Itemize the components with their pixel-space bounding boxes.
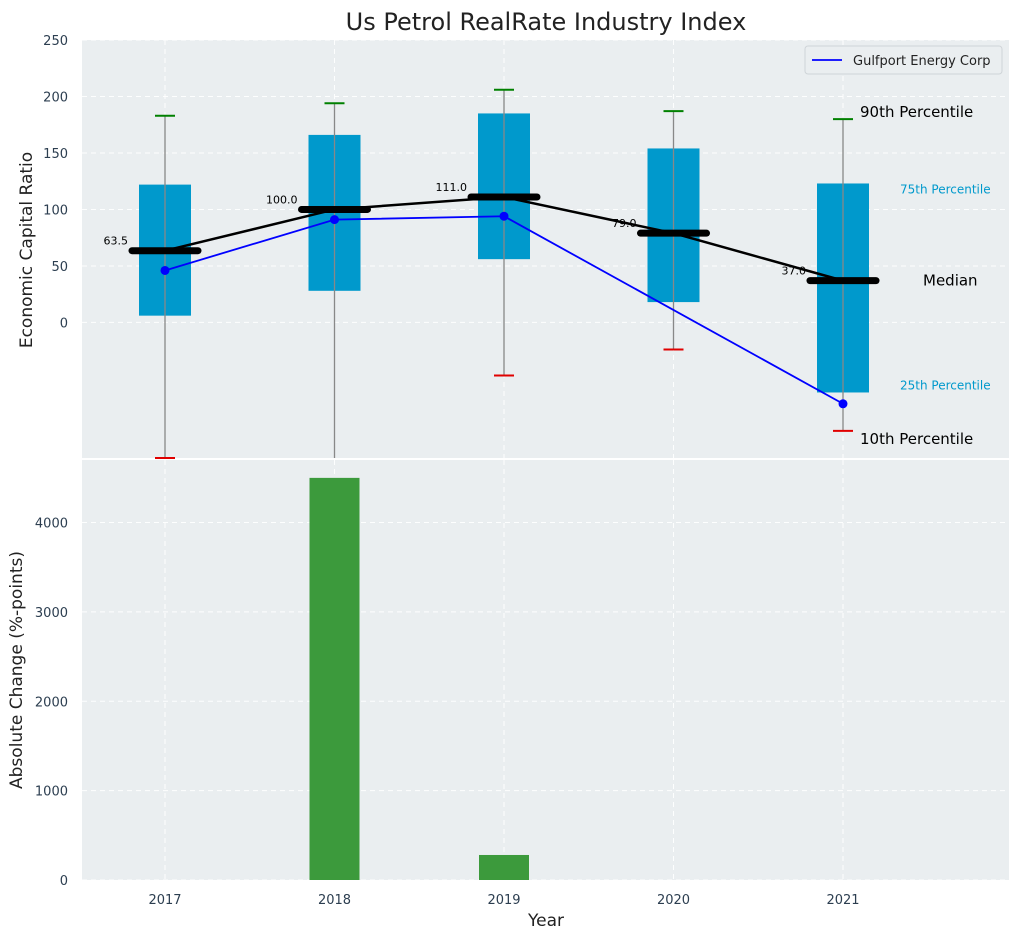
xtick-2018: 2018: [318, 893, 351, 908]
xtick-2020: 2020: [657, 893, 690, 908]
top-ytick-150: 150: [43, 147, 68, 162]
xtick-2017: 2017: [148, 893, 181, 908]
bottom-ytick-0: 0: [60, 874, 68, 889]
xtick-2019: 2019: [487, 893, 520, 908]
median-label-2019: 111.0: [436, 181, 468, 194]
bar-chart-layer: [309, 477, 529, 880]
top-ytick-100: 100: [43, 203, 68, 218]
annotation-10th: 10th Percentile: [860, 430, 973, 448]
bottom-plot-area: [82, 460, 1009, 880]
bar-2019: [479, 854, 529, 880]
company-series-line: [164, 215, 844, 405]
company-point-2021: [838, 399, 848, 409]
annotation-25th: 25th Percentile: [900, 378, 991, 392]
bottom-ytick-4000: 4000: [35, 517, 68, 532]
median-label-2020: 79.0: [612, 217, 637, 230]
bottom-ytick-2000: 2000: [35, 695, 68, 710]
bar-2018: [309, 477, 360, 880]
xtick-2021: 2021: [826, 893, 859, 908]
median-label-2021: 37.0: [782, 265, 807, 278]
annotation-90th: 90th Percentile: [860, 103, 973, 121]
bottom-ytick-1000: 1000: [35, 785, 68, 800]
bottom-gridlines: [82, 460, 1009, 881]
top-y-axis-title: Economic Capital Ratio: [17, 152, 37, 348]
legend-box: [804, 45, 1003, 75]
top-ytick-50: 50: [51, 260, 68, 275]
company-point-2019: [499, 211, 509, 221]
bottom-ytick-3000: 3000: [35, 606, 68, 621]
median-label-2017: 63.5: [104, 235, 129, 248]
annotation-75th: 75th Percentile: [900, 182, 991, 196]
legend-entry-gulfport: Gulfport Energy Corp: [853, 54, 991, 69]
annotation-median: Median: [923, 272, 978, 290]
company-point-2018: [330, 215, 339, 225]
chart-title: Us Petrol RealRate Industry Index: [346, 8, 747, 36]
box-plot-layer: 63.5 100.0 111.0 79.0 37.0 90th Percentile 75t…: [104, 88, 991, 459]
top-ytick-200: 200: [43, 90, 68, 105]
top-ytick-250: 250: [43, 34, 68, 49]
company-point-2017: [160, 265, 170, 275]
median-label-2018: 100.0: [266, 193, 298, 206]
top-ytick-0: 0: [60, 316, 68, 331]
legend: Gulfport Energy Corp: [804, 45, 1003, 75]
axis-labels: 0 50 100 150 200 250 0 1000 2000 3000 4000 2017 2018…: [35, 34, 860, 908]
x-axis-title: Year: [527, 911, 564, 931]
bottom-y-axis-title: Absolute Change (%-points): [7, 551, 27, 789]
